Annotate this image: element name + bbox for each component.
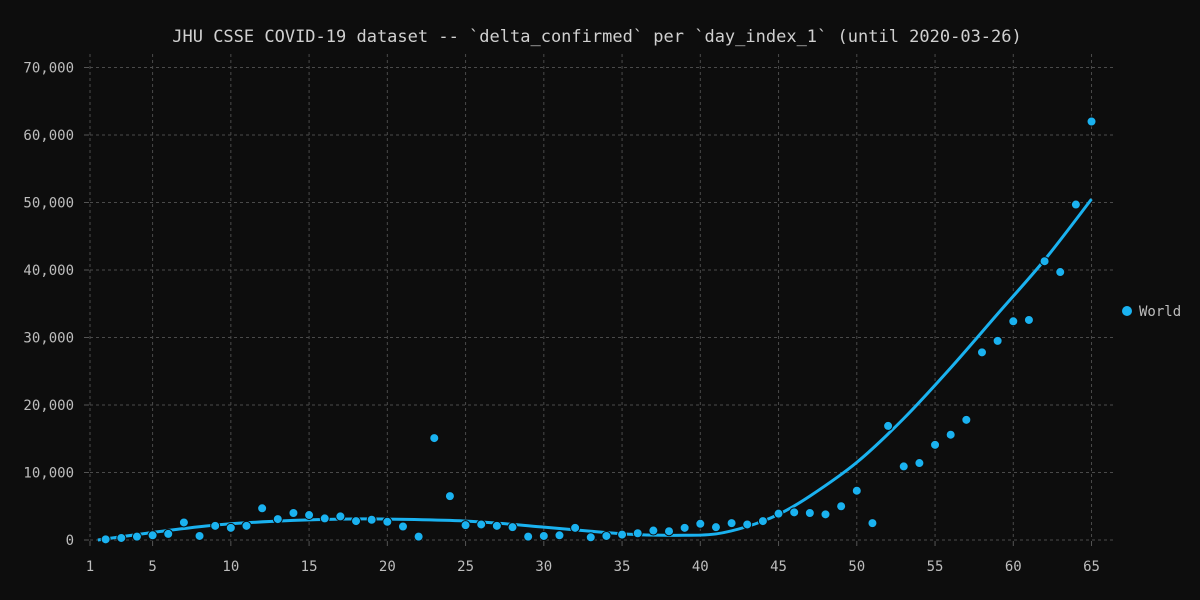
data-point [1008,316,1019,327]
data-point [460,520,471,531]
data-point [523,531,534,542]
data-point [695,518,706,529]
data-point [570,522,581,533]
x-tick-label: 5 [148,559,156,575]
y-axis-ticks: 0 10,000 20,000 30,000 40,000 50,000 60,000 70,… [23,61,89,549]
data-point [178,517,189,528]
x-tick-label: 40 [692,559,709,575]
data-point [867,518,878,529]
data-point [366,514,377,525]
data-point [1039,256,1050,267]
data-point [961,414,972,425]
data-point [382,516,393,527]
data-point [664,526,675,537]
y-tick-label: 50,000 [23,196,74,212]
data-point [554,530,565,541]
data-point [898,461,909,472]
data-point [679,522,690,533]
data-point [632,528,643,539]
data-point [710,522,721,533]
data-point [335,511,346,522]
data-point [883,420,894,431]
data-point [585,532,596,543]
data-point [131,531,142,542]
data-point [648,525,659,536]
data-point [789,507,800,518]
data-points [100,116,1097,545]
legend: World [1122,304,1181,320]
data-point [914,458,925,469]
data-point [194,530,205,541]
data-point [476,519,487,530]
x-tick-label: 45 [770,559,787,575]
chart-title: JHU CSSE COVID-19 dataset -- `delta_conf… [172,27,1022,47]
data-point [429,433,440,444]
data-point [163,528,174,539]
data-point [945,429,956,440]
data-point [836,501,847,512]
legend-marker-world [1122,306,1132,316]
data-point [1086,116,1097,127]
x-tick-label: 25 [457,559,474,575]
data-point [444,491,455,502]
legend-label-world: World [1139,304,1181,320]
data-point [1070,199,1081,210]
x-tick-label: 1 [86,559,94,575]
x-axis-ticks: 1 5 10 15 20 25 30 35 40 45 50 55 60 65 [86,541,1100,575]
data-point [491,520,502,531]
data-point [319,513,330,524]
data-point [601,530,612,541]
y-tick-label: 20,000 [23,398,74,414]
x-tick-label: 10 [222,559,239,575]
data-point [413,531,424,542]
data-point [992,335,1003,346]
data-point [147,530,158,541]
y-tick-label: 70,000 [23,61,74,77]
x-tick-label: 20 [379,559,396,575]
data-point [773,508,784,519]
x-tick-label: 15 [301,559,318,575]
y-tick-label: 0 [66,533,74,549]
grid [89,54,1115,541]
data-point [210,520,221,531]
data-point [241,520,252,531]
data-point [804,508,815,518]
data-point [1023,314,1034,325]
y-tick-label: 10,000 [23,466,74,482]
data-point [820,509,831,520]
y-tick-label: 30,000 [23,331,74,347]
data-point [538,530,549,541]
x-tick-label: 65 [1083,559,1100,575]
x-tick-label: 30 [535,559,552,575]
data-point [1055,267,1066,278]
data-point [976,347,987,358]
data-point [288,508,299,518]
data-point [116,532,127,543]
data-point [617,529,628,540]
trend-line [97,198,1093,542]
data-point [726,518,737,529]
data-point [272,514,283,525]
x-tick-label: 60 [1005,559,1022,575]
x-tick-label: 35 [614,559,631,575]
data-point [397,521,408,532]
data-point [351,516,362,527]
data-point [742,519,753,530]
data-point [507,522,518,533]
y-tick-label: 60,000 [23,128,74,144]
data-point [851,485,862,496]
data-point [225,522,236,533]
data-point [304,510,315,521]
y-tick-label: 40,000 [23,263,74,279]
data-point [757,516,768,527]
x-tick-label: 55 [927,559,944,575]
data-point [930,439,941,450]
x-tick-label: 50 [848,559,865,575]
data-point [257,503,268,514]
data-point [100,534,111,545]
